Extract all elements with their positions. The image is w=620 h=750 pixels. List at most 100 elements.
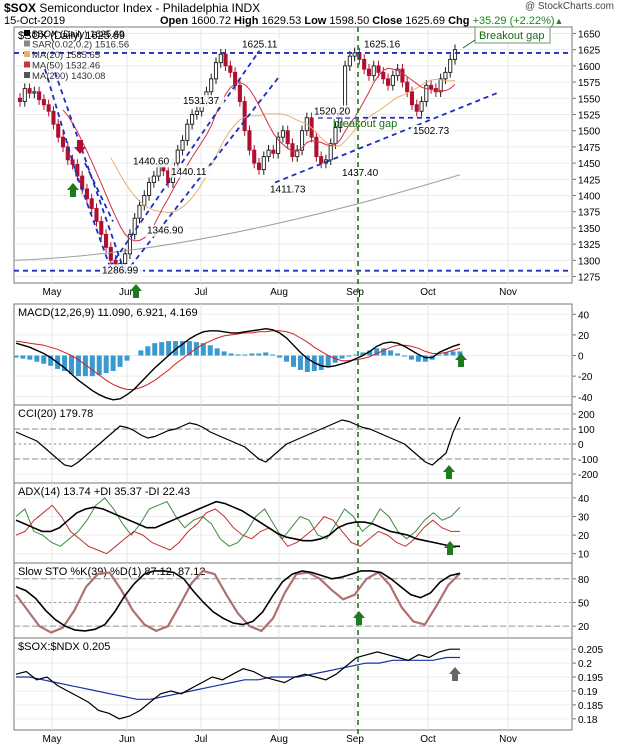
panel-frame (13, 562, 573, 639)
candle (347, 55, 352, 67)
macd-histogram-bar (69, 355, 74, 375)
breakout-gap-label: Breakout gap (479, 30, 544, 42)
candle (328, 143, 333, 161)
y-tick-label: 200 (578, 410, 595, 421)
panel-title: MACD(12,26,9) 11.090, 6.921, 4.169 (18, 307, 198, 319)
macd-histogram-bar (103, 355, 109, 374)
candle (261, 156, 266, 171)
x-tick-label: May (43, 734, 62, 745)
chart-header-title: $SOX Semiconductor Index - Philadelphia … (4, 1, 260, 15)
candle (414, 104, 419, 112)
legend-swatch (24, 51, 30, 57)
macd-histogram-bar (395, 353, 401, 356)
y-tick-label: 1350 (578, 224, 601, 235)
macd-histogram-bar (304, 355, 310, 373)
panel-title: CCI(20) 179.78 (18, 408, 93, 420)
macd-histogram-bar (89, 355, 95, 377)
y-tick-label: 0.195 (578, 673, 603, 684)
panel-frame (13, 303, 573, 406)
x-tick-label: Aug (270, 287, 288, 298)
candle (209, 78, 214, 93)
x-tick-label: Sep (346, 287, 364, 298)
macd-histogram-bar (270, 354, 276, 356)
macd-histogram-bar (159, 342, 165, 356)
panel-frame (13, 637, 573, 731)
y-tick-label: 0.18 (578, 715, 598, 726)
legend-swatch (24, 40, 30, 47)
panel-title: $SOX (Daily) 1625.69 (18, 30, 125, 42)
candle (424, 84, 429, 102)
adx-line (15, 500, 460, 548)
candle (429, 84, 434, 90)
macd-histogram-bar (367, 350, 373, 356)
macd-histogram-bar (353, 354, 359, 356)
macd-histogram-bar (415, 355, 421, 362)
candle (151, 175, 156, 183)
price-label-bg (100, 264, 144, 277)
y-tick-label: 1475 (578, 143, 601, 154)
candle (319, 156, 324, 164)
macd-histogram-bar (13, 355, 19, 358)
trend-line (274, 90, 501, 184)
candle (381, 71, 386, 80)
down-arrow-icon (74, 140, 86, 154)
candle (386, 78, 391, 86)
open-label: Open (160, 15, 189, 27)
y-tick-label: 0 (578, 440, 584, 451)
y-tick-label: 1325 (578, 240, 601, 251)
chg-label: Chg (448, 15, 470, 27)
macd-histogram-bar (332, 355, 338, 363)
y-tick-label: -40 (578, 393, 593, 404)
candle (223, 53, 228, 67)
candle (41, 99, 46, 106)
price-label-bg (312, 105, 356, 118)
y-tick-label: 40 (578, 310, 590, 321)
cci-line (15, 416, 461, 468)
legend-swatch (24, 30, 30, 36)
macd-histogram-bar (249, 353, 255, 356)
y-tick-label: -200 (578, 470, 598, 481)
y-tick-label: 1400 (578, 192, 601, 203)
candle (271, 149, 276, 154)
candle (37, 91, 42, 101)
up-arrow-icon (353, 611, 365, 625)
macd-histogram-bar (180, 341, 185, 356)
candle (108, 246, 113, 261)
slow-sto-14-line (15, 569, 461, 634)
price-label: 1625.11 (242, 40, 278, 51)
low-value: 1598.50 (329, 15, 370, 27)
x-tick-label: Oct (420, 734, 436, 745)
y-tick-label: 1525 (578, 110, 601, 121)
macd-histogram-bar (402, 355, 407, 357)
panel-title: $SOX:$NDX 0.205 (18, 641, 110, 653)
trend-line (124, 75, 281, 274)
price-label-bg (169, 165, 213, 178)
legend-label: MA(20) 1585.65 (32, 50, 100, 61)
candle (299, 130, 305, 151)
candle (256, 162, 262, 171)
macd-histogram-bar (96, 355, 102, 376)
macd-histogram-bar (436, 354, 442, 356)
macd-histogram-bar (124, 355, 130, 361)
candle (405, 81, 410, 93)
watermark: @ StockCharts.com (524, 1, 614, 12)
x-tick-label: Jul (195, 734, 208, 745)
legend-label: SAR(0.02,0.2) 1516.56 (32, 40, 129, 51)
candle (137, 204, 142, 219)
candle (371, 65, 376, 77)
candle (228, 65, 233, 73)
macd-histogram-bar (457, 351, 463, 356)
low-label: Low (304, 15, 327, 27)
x-tick-label: Nov (499, 287, 517, 298)
candle (147, 182, 152, 196)
candle (60, 136, 66, 148)
symbol-label: $SOX (4, 1, 37, 15)
y-tick-label: 1575 (578, 78, 601, 89)
price-label: 1437.40 (342, 168, 379, 179)
candle (175, 149, 180, 164)
legend-label: $SOX (Daily) 1625.69 (32, 29, 124, 40)
candle (400, 68, 405, 83)
plus-di-line (15, 497, 461, 547)
macd-histogram-bar (221, 351, 227, 356)
macd-histogram-bar (48, 355, 54, 366)
